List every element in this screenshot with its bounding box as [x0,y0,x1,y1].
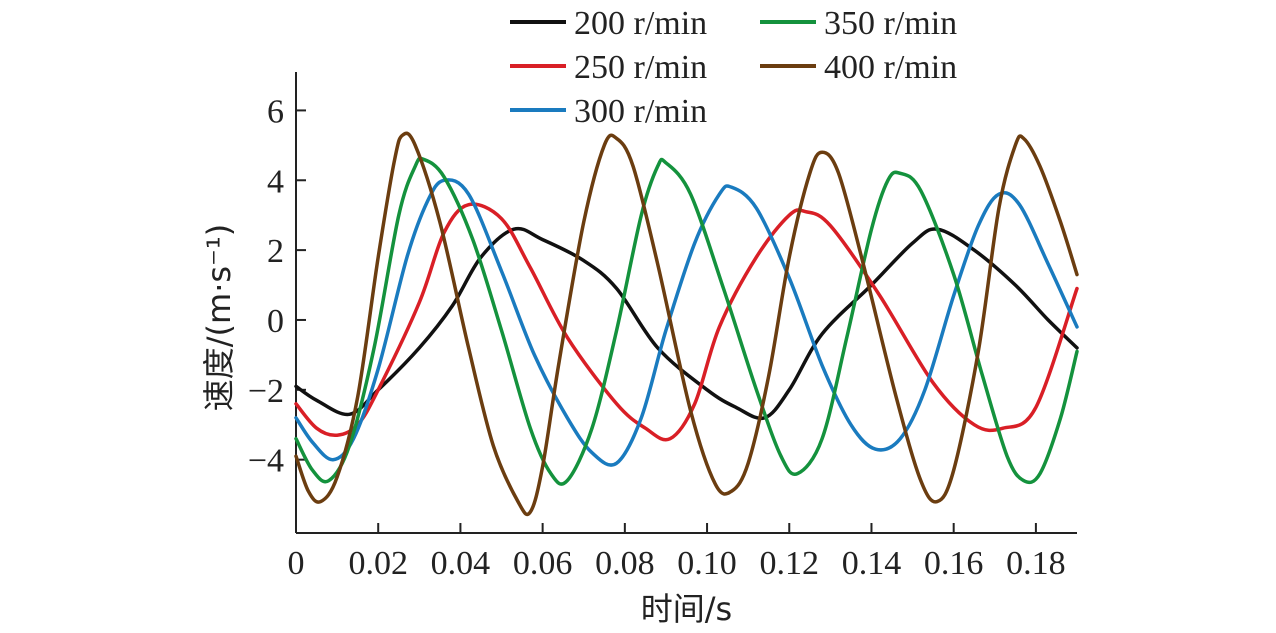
x-axis-title: 时间/s [641,590,732,628]
y-tick-label: −2 [248,373,284,410]
y-tick-label: −4 [248,443,284,480]
x-tick-label: 0.16 [924,545,984,582]
x-tick-label: 0.10 [677,545,737,582]
x-tick-label: 0.06 [513,545,573,582]
y-tick-label: 6 [267,93,284,130]
x-ticks: 0 0.02 0.04 0.06 0.08 0.10 0.12 0.14 0.16 0.18 [288,523,1066,582]
x-tick-label: 0.08 [595,545,655,582]
legend-label: 400 r/min [824,49,957,86]
y-axis-title: 速度/(m·s⁻¹) [200,224,238,412]
x-tick-label: 0.04 [431,545,491,582]
legend: 200 r/min 250 r/min 300 r/min 350 r/min 400 … [510,5,957,130]
legend-label: 300 r/min [574,93,707,130]
x-tick-label: 0.02 [348,545,408,582]
legend-label: 250 r/min [574,49,707,86]
legend-item: 300 r/min [510,93,707,130]
series-line-350rpm [294,156,1079,486]
x-tick-label: 0.14 [842,545,902,582]
y-tick-label: 4 [267,163,284,200]
x-tick-label: 0.18 [1006,545,1066,582]
series-layer [294,131,1079,517]
legend-label: 200 r/min [574,5,707,42]
y-ticks: −4 −2 0 2 4 6 [248,93,306,480]
y-tick-label: 0 [267,303,284,340]
series-line-250rpm [294,202,1079,442]
legend-item: 350 r/min [760,5,957,42]
x-tick-label: 0 [288,545,305,582]
x-tick-label: 0.12 [760,545,820,582]
series-line-300rpm [294,178,1079,467]
legend-item: 200 r/min [510,5,707,42]
y-tick-label: 2 [267,233,284,270]
legend-item: 250 r/min [510,49,707,86]
legend-item: 400 r/min [760,49,957,86]
legend-label: 350 r/min [824,5,957,42]
series-line-400rpm [294,131,1079,517]
